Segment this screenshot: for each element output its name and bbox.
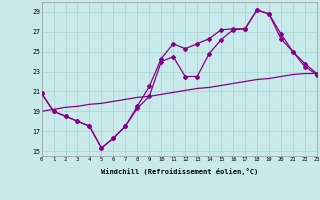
- X-axis label: Windchill (Refroidissement éolien,°C): Windchill (Refroidissement éolien,°C): [100, 168, 258, 175]
